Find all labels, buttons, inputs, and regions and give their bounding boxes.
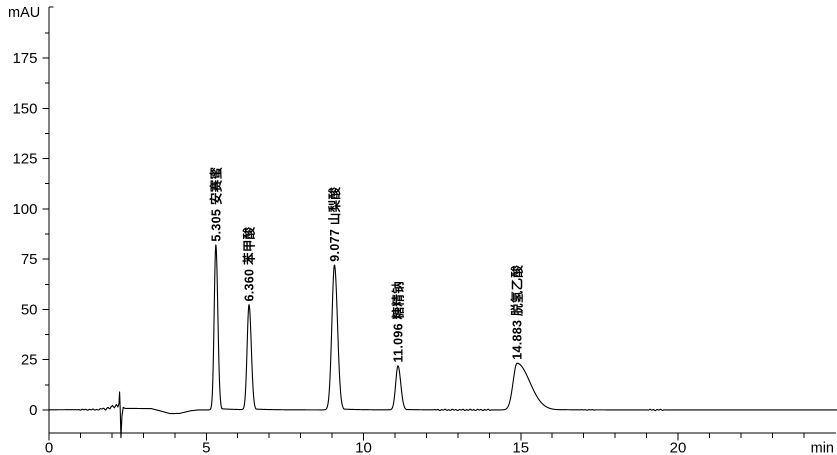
peak-label-2: 6.360 苯甲酸: [242, 226, 257, 301]
y-tick-label: 25: [21, 352, 38, 369]
axes: [48, 6, 836, 434]
peak-label-4: 11.096 糖精钠: [391, 281, 406, 363]
x-tick-label: 0: [45, 440, 53, 455]
x-tick-label: 15: [512, 440, 529, 455]
peak-label-3: 9.077 山梨酸: [327, 187, 342, 262]
y-tick-label: 0: [29, 402, 37, 419]
x-tick-label: 20: [670, 440, 687, 455]
y-tick-label: 50: [21, 301, 38, 318]
y-tick-label: 100: [12, 201, 37, 218]
chromatogram-trace: [48, 244, 837, 439]
x-axis-unit-label: min: [811, 441, 834, 455]
y-tick-label: 150: [12, 100, 37, 117]
peak-label-5: 14.883 脱氢乙酸: [510, 265, 525, 360]
x-tick-label: 10: [355, 440, 372, 455]
y-tick-label: 125: [12, 151, 37, 168]
y-tick-label: 75: [21, 251, 38, 268]
peak-label-1: 5.305 安赛蜜: [208, 166, 223, 241]
y-tick-label: 175: [12, 50, 37, 67]
x-tick-label: 5: [202, 440, 210, 455]
y-axis-unit-label: mAU: [8, 5, 40, 21]
